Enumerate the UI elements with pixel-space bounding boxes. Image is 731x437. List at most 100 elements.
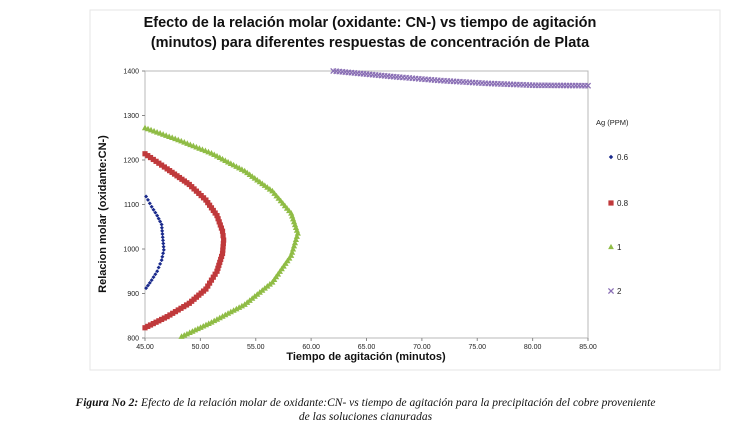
data-point [584,82,592,89]
data-point [178,305,184,311]
caption-label: Figura No 2: [75,397,139,409]
data-point [155,213,160,218]
data-point [153,272,158,277]
data-point [288,252,295,258]
data-point [161,241,166,246]
data-point [153,158,159,164]
data-point [153,319,159,325]
data-point [141,124,149,131]
data-point [208,319,215,325]
data-point [217,259,223,265]
data-point [211,317,218,324]
legend-marker-2 [607,287,615,295]
data-point [230,161,237,168]
data-point [159,222,164,227]
x-tick-label: 65.00 [358,344,376,351]
data-point [292,224,300,230]
data-point [291,221,299,228]
figure-caption: Figura No 2: Efecto de la relación molar… [0,396,731,424]
data-point [208,277,215,283]
data-point [160,238,165,243]
data-point [290,245,297,252]
data-point [160,228,165,233]
data-point [145,197,150,202]
data-point [224,310,232,316]
data-point [175,307,181,313]
data-point [153,210,158,215]
data-point [150,320,156,327]
data-point [214,268,220,274]
data-point [170,310,176,316]
data-point [145,153,151,159]
legend-label-2: 2 [617,287,622,296]
data-point [233,305,240,312]
data-point [215,265,221,271]
data-point [147,201,152,206]
data-point [151,275,156,280]
data-point [167,312,173,318]
caption-text-line1: Efecto de la relación molar de oxidante:… [138,397,656,409]
x-tick-label: 50.00 [192,344,210,351]
data-point [160,235,165,240]
x-tick-label: 75.00 [468,344,486,351]
data-point [156,160,162,166]
data-point [207,280,213,286]
data-point [164,166,170,172]
data-point [233,163,240,169]
data-point [172,309,179,315]
data-point [183,302,190,308]
series-1 [141,124,301,339]
data-point [222,311,229,318]
chart-title-line2: (minutos) para diferentes respuestas de … [151,35,590,51]
x-tick-label: 85.00 [579,344,597,351]
data-point [161,315,167,321]
y-tick-label: 900 [127,291,139,298]
legend-label-1: 1 [617,243,622,252]
data-point [221,237,227,243]
data-point [216,262,222,268]
chart-frame [89,9,721,371]
y-tick-label: 1100 [124,202,139,209]
data-point [155,269,160,274]
data-point [161,244,166,249]
x-tick-label: 55.00 [247,344,265,351]
data-point [150,156,156,163]
data-point [222,157,229,163]
data-point [142,151,148,157]
caption-line2: de las soluciones cianuradas [298,411,433,423]
data-point [159,258,164,263]
data-point [145,323,151,329]
legend-marker-0.6 [608,154,614,160]
legend-title: Ag (PPM) [596,118,629,127]
data-point [181,304,187,310]
x-axis-title: Tiempo de agitación (minutos) [286,351,446,363]
data-point [203,286,209,292]
data-point [159,162,165,168]
data-point [216,154,223,161]
x-tick-label: 60.00 [302,344,320,351]
y-tick-label: 1200 [123,158,139,165]
data-point [147,322,154,328]
data-point [290,218,298,225]
series-0.8 [142,151,227,331]
x-axis: 45.00 50.00 55.00 60.00 65.00 70.00 75.00 80.00… [136,338,597,351]
data-point [238,166,245,172]
data-point [219,155,226,162]
y-axis: 800 900 1000 1100 1200 1300 1400 [123,69,145,343]
data-point [293,227,300,233]
series-layer [141,67,592,339]
data-point [294,230,301,236]
data-point [212,271,218,277]
data-point [144,286,149,291]
data-point [227,308,234,315]
data-point [236,164,243,171]
legend: 0.6 0.8 1 2 [607,153,629,296]
data-point [147,154,154,161]
data-point [161,164,167,170]
data-point [159,225,164,230]
data-point [160,254,165,259]
data-point [216,219,222,225]
data-point [230,307,237,313]
data-point [156,318,162,324]
data-point [151,207,156,212]
